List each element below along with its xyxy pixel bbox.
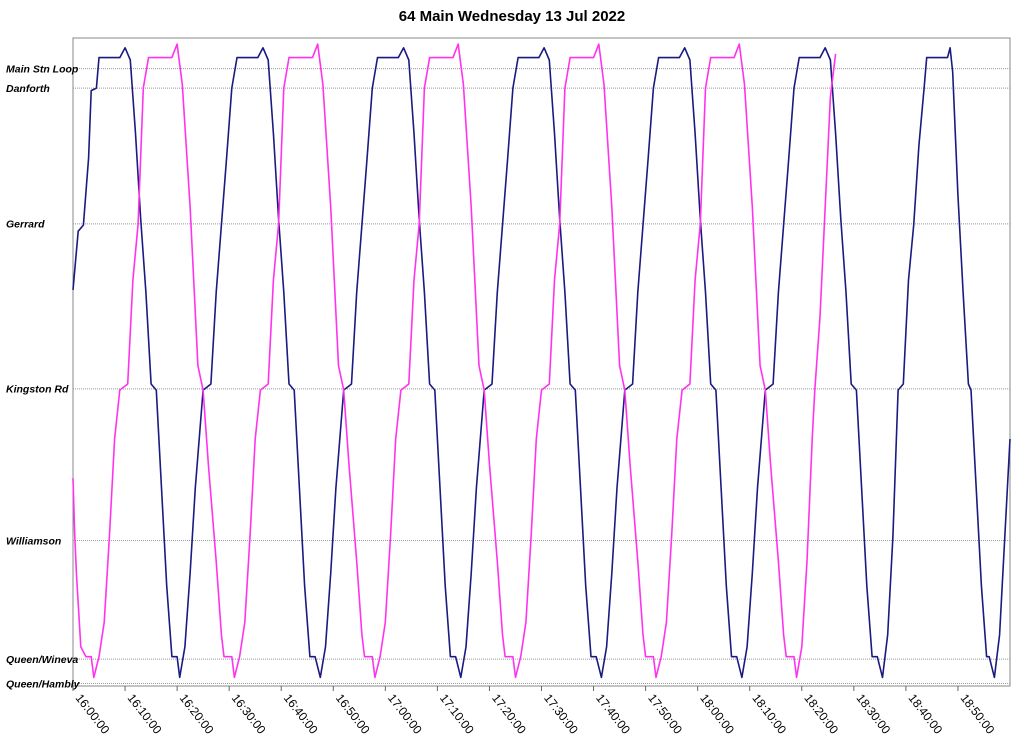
series-line — [72, 47, 1011, 679]
y-tick-label: Queen/Wineva — [6, 654, 78, 666]
y-tick-label: Danforth — [6, 83, 50, 95]
y-tick-label: Queen/Hambly — [6, 678, 81, 690]
series-line — [72, 43, 837, 679]
y-tick-label: Williamson — [6, 535, 61, 547]
chart-title: 64 Main Wednesday 13 Jul 2022 — [399, 8, 626, 25]
y-tick-label: Kingston Rd — [6, 384, 69, 396]
y-tick-label: Main Stn Loop — [6, 63, 79, 75]
y-tick-label: Gerrard — [6, 219, 45, 231]
